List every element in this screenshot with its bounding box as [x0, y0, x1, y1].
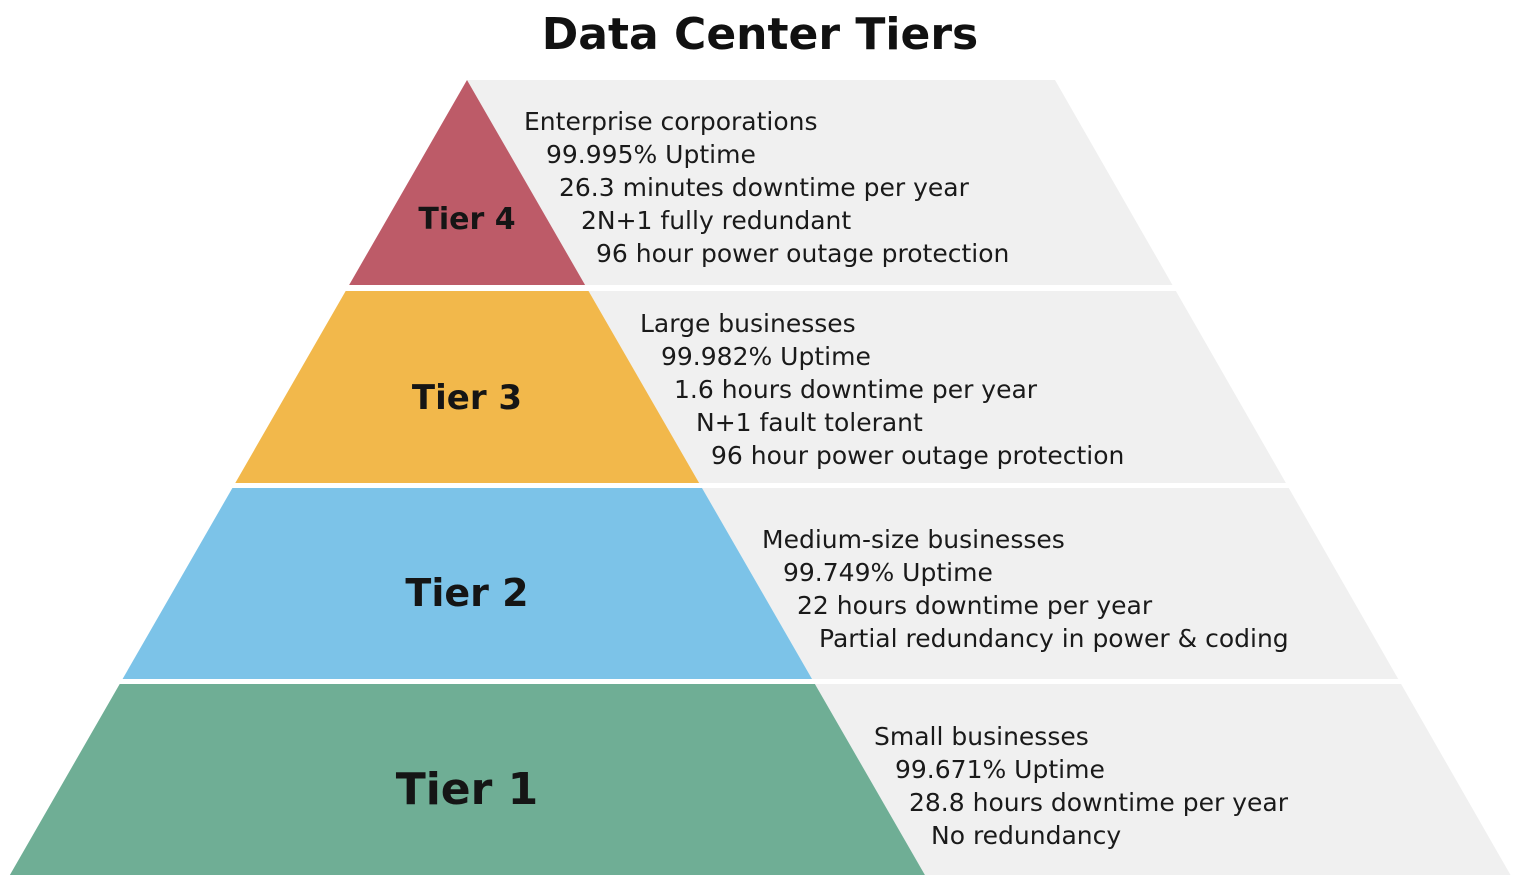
tier-1-band: [9, 684, 925, 875]
tier-4-description-panel: [467, 80, 1173, 285]
tier-2-label: Tier 2: [405, 571, 528, 615]
tier-2-band: [122, 488, 813, 679]
tier-4-description-line: Enterprise corporations: [524, 107, 818, 136]
tier-3-description-line: 96 hour power outage protection: [711, 441, 1124, 470]
tier-3-description-panel: [588, 291, 1286, 483]
tier-3-description-line: N+1 fault tolerant: [696, 408, 923, 437]
tier-2-description-line: Medium-size businesses: [762, 525, 1065, 554]
tier-3-description-line: 1.6 hours downtime per year: [674, 375, 1038, 404]
tier-2-description-line: Partial redundancy in power & coding: [819, 624, 1289, 653]
tier-2-description-panel: [702, 488, 1399, 679]
tier-4-description-line: 2N+1 fully redundant: [581, 206, 851, 235]
tier-3-description-line: Large businesses: [640, 309, 856, 338]
tier-1-label: Tier 1: [396, 764, 539, 815]
tier-1-description-line: Small businesses: [874, 722, 1089, 751]
tier-2-description-line: 22 hours downtime per year: [797, 591, 1153, 620]
tier-2-description-line: 99.749% Uptime: [783, 558, 993, 587]
tier-3-band: [235, 291, 700, 483]
tier-3-label: Tier 3: [412, 378, 522, 418]
diagram-title: Data Center Tiers: [542, 9, 978, 60]
tier-1-description-line: 99.671% Uptime: [895, 755, 1105, 784]
tier-1-description-line: No redundancy: [931, 821, 1121, 850]
tier-4-description-line: 99.995% Uptime: [546, 140, 756, 169]
tier-1-description-line: 28.8 hours downtime per year: [909, 788, 1289, 817]
tier-1-description-panel: [814, 684, 1511, 875]
tier-3-description-line: 99.982% Uptime: [661, 342, 871, 371]
tier-4-description-line: 96 hour power outage protection: [596, 239, 1009, 268]
tier-4-band: [349, 80, 586, 285]
tier-4-label: Tier 4: [418, 202, 515, 237]
tier-4-description-line: 26.3 minutes downtime per year: [559, 173, 970, 202]
